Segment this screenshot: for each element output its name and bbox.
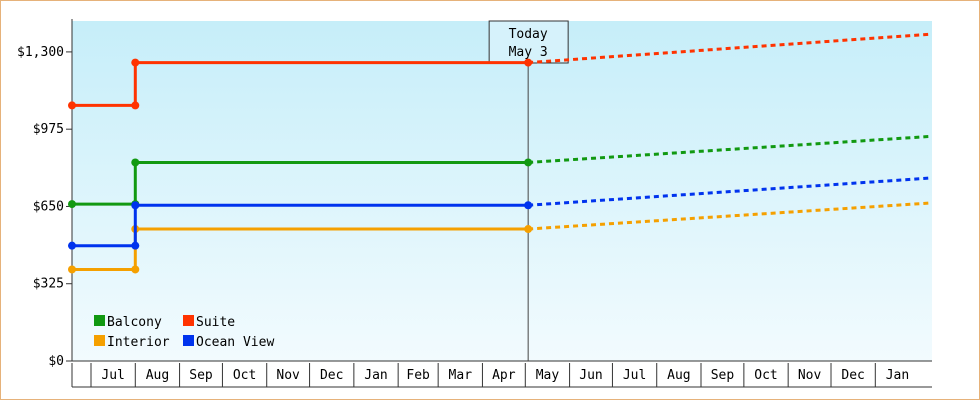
data-point-suite (68, 101, 76, 110)
x-tick-label: Dec (320, 368, 343, 383)
today-box (488, 20, 569, 64)
series-suite (68, 32, 933, 110)
legend-swatch-interior (94, 335, 105, 346)
series-projection-ocean-view (528, 176, 933, 207)
x-tick-label: Nov (276, 368, 300, 383)
x-tick-label: Jul (101, 368, 124, 383)
data-point-ocean-view (524, 201, 533, 210)
series-line-balcony (72, 161, 529, 206)
series-projection-balcony (528, 134, 933, 164)
x-tick-label: Sep (711, 368, 735, 383)
x-tick-label: Aug (667, 368, 690, 383)
data-point-balcony (68, 200, 76, 209)
legend-swatch-balcony (94, 315, 105, 326)
legend-swatch-suite (183, 315, 194, 326)
today-label: Today (509, 27, 548, 42)
x-tick-label: Feb (406, 368, 430, 383)
data-point-suite (131, 58, 140, 67)
plot-background (72, 21, 932, 361)
x-tick-label: Jan (886, 368, 909, 383)
x-tick-label: Jun (579, 368, 602, 383)
series-ocean-view (68, 176, 933, 250)
series-projection-interior (528, 201, 933, 231)
x-tick-label: Sep (189, 368, 213, 383)
x-tick-label: Mar (449, 368, 473, 383)
legend-label-balcony: Balcony (107, 315, 162, 330)
data-point-balcony (131, 158, 140, 167)
x-tick-label: Apr (492, 368, 516, 383)
data-point-interior (524, 225, 533, 234)
series-line-ocean-view (72, 203, 529, 248)
today-date-label: May 3 (509, 45, 548, 60)
legend-label-interior: Interior (107, 335, 170, 350)
x-tick-label: Aug (146, 368, 169, 383)
legend-label-ocean-view: Ocean View (196, 335, 274, 350)
x-tick-label: Dec (841, 368, 864, 383)
x-tick-label: Jul (623, 368, 646, 383)
x-tick-label: Oct (754, 368, 777, 383)
data-point-suite (131, 101, 140, 110)
y-tick-label: $325 (33, 277, 64, 292)
x-tick-label: May (536, 368, 560, 383)
legend-swatch-ocean-view (183, 335, 194, 346)
data-point-interior (68, 265, 76, 274)
y-tick-label: $1,300 (17, 45, 64, 60)
y-tick-label: $975 (33, 122, 64, 137)
legend-label-suite: Suite (196, 315, 235, 330)
series-line-suite (72, 61, 529, 107)
data-point-ocean-view (131, 201, 140, 210)
data-point-suite (524, 58, 533, 67)
x-tick-label: Nov (798, 368, 822, 383)
series-projection-suite (528, 32, 933, 65)
x-tick-label: Jan (364, 368, 387, 383)
data-point-interior (131, 265, 140, 274)
y-tick-label: $0 (48, 354, 64, 369)
data-point-ocean-view (131, 241, 140, 250)
data-point-balcony (524, 158, 533, 167)
x-tick-label: Oct (233, 368, 256, 383)
data-point-ocean-view (68, 241, 76, 250)
y-tick-label: $650 (33, 199, 64, 214)
